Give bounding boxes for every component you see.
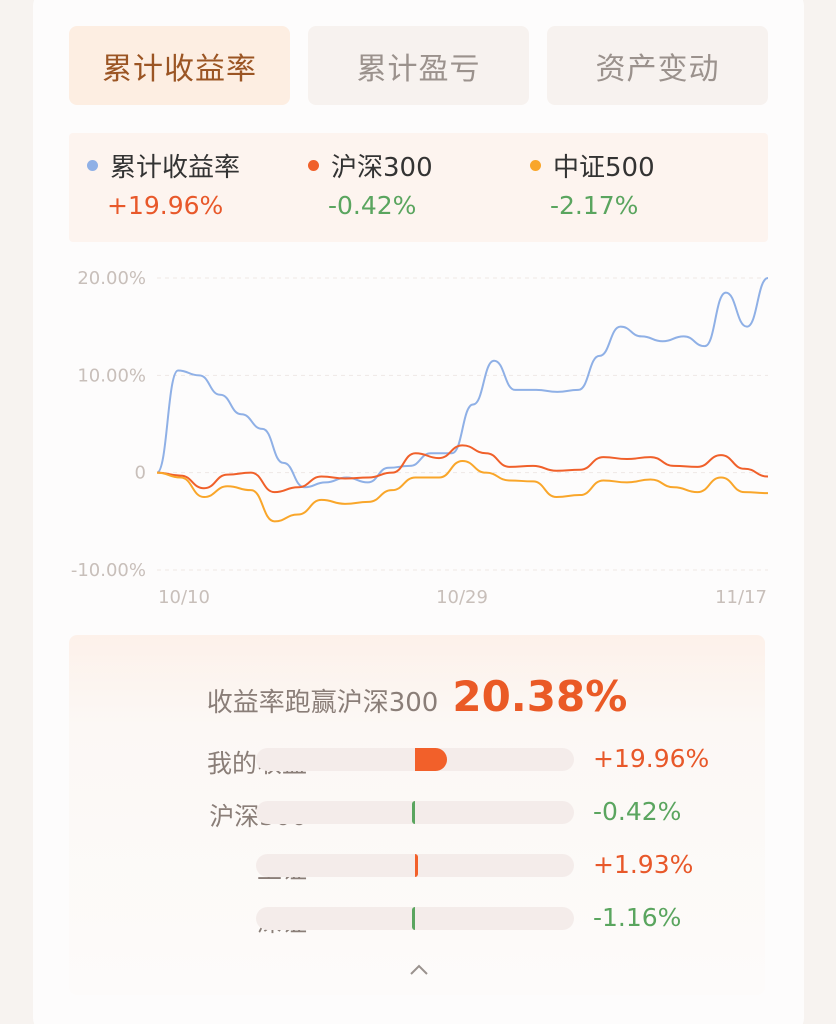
compare-row-sh: 上证 +1.93%: [69, 846, 765, 886]
legend-dot: [530, 159, 541, 171]
outperform-value: 20.38%: [452, 672, 628, 721]
bar-fill: [412, 907, 415, 930]
legend-item-zz500[interactable]: 中证500 -2.17%: [530, 147, 655, 220]
bar-track: [256, 854, 574, 877]
series-line: [156, 444, 769, 494]
legend-value: -0.42%: [328, 191, 417, 220]
legend-value: -2.17%: [550, 191, 639, 220]
outperform-label: 收益率跑赢沪深300: [206, 688, 439, 718]
compare-row-mine: 我的收益 +19.96%: [69, 740, 765, 780]
y-tick-label: 20.00%: [77, 268, 146, 289]
y-tick-label: -10.00%: [71, 560, 146, 581]
tab-cumulative-pnl[interactable]: 累计盈亏: [308, 26, 529, 105]
row-value: -0.42%: [593, 797, 682, 826]
legend-name: 中证500: [553, 152, 655, 183]
y-tick-label: 10.00%: [77, 365, 146, 386]
legend-name: 沪深300: [331, 152, 433, 183]
x-tick-label: 10/29: [436, 587, 488, 608]
row-value: -1.16%: [593, 903, 682, 932]
bar-track: [256, 801, 574, 824]
x-tick-label: 10/10: [158, 587, 210, 608]
compare-row-sz: 深证 -1.16%: [69, 899, 765, 939]
series-line: [156, 459, 769, 523]
legend-dot: [308, 159, 319, 171]
row-value: +1.93%: [593, 850, 694, 879]
tab-asset-change[interactable]: 资产变动: [547, 26, 768, 105]
compare-row-hs300: 沪深300 -0.42%: [69, 793, 765, 833]
legend-name: 累计收益率: [110, 152, 241, 183]
row-value: +19.96%: [593, 744, 710, 773]
outperform-headline: 收益率跑赢沪深300 20.38%: [69, 672, 765, 721]
tab-bar: 累计收益率 累计盈亏 资产变动: [69, 26, 768, 105]
legend-item-return[interactable]: 累计收益率 +19.96%: [87, 147, 240, 220]
bar-fill: [415, 854, 419, 877]
bar-track: [256, 907, 574, 930]
chart-legend: 累计收益率 +19.96% 沪深300 -0.42% 中证500 -2.17%: [69, 133, 768, 242]
tab-cumulative-return[interactable]: 累计收益率: [69, 26, 290, 105]
y-tick-label: 0: [135, 463, 146, 484]
x-tick-label: 11/17: [715, 587, 767, 608]
bar-fill: [412, 801, 415, 824]
series-line: [156, 277, 769, 489]
legend-value: +19.96%: [107, 191, 224, 220]
chevron-up-icon[interactable]: [409, 960, 429, 980]
bar-fill: [415, 748, 447, 771]
legend-item-hs300[interactable]: 沪深300 -0.42%: [308, 147, 433, 220]
legend-dot: [87, 159, 98, 171]
bar-track: [256, 748, 574, 771]
return-line-chart: 20.00% 10.00% 0 -10.00% 10/10 10/29 11/17: [71, 268, 769, 608]
